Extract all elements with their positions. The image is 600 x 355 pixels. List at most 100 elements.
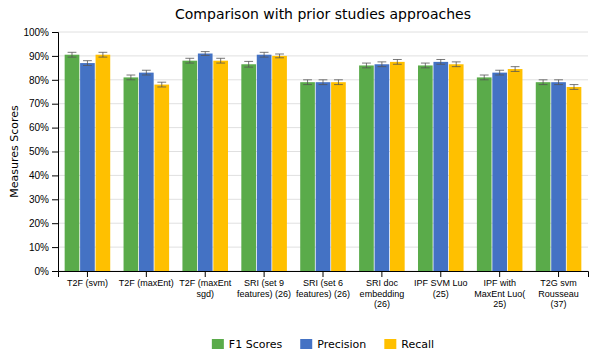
error-bar xyxy=(98,52,107,57)
x-tick-mark xyxy=(205,271,206,277)
bar xyxy=(96,55,111,271)
x-tick: SRI docembedding(26) xyxy=(360,271,405,309)
x-tick-label-line: SRI (set 9 xyxy=(244,278,284,288)
y-tick-mark xyxy=(52,152,58,153)
x-tick-label-line: sgd) xyxy=(196,289,214,299)
error-bar xyxy=(393,59,402,64)
y-tick-label: 70% xyxy=(29,98,49,109)
error-bar xyxy=(495,70,504,75)
y-tick: 100% xyxy=(23,27,58,38)
x-tick: SRI (set 9features) (26) xyxy=(237,271,291,299)
bar xyxy=(418,65,433,271)
error-bar xyxy=(452,62,461,67)
x-tick-mark xyxy=(87,271,88,277)
error-bar xyxy=(201,52,210,56)
legend-label: Recall xyxy=(401,338,434,351)
y-tick: 90% xyxy=(29,51,58,62)
error-bar xyxy=(126,75,135,80)
error-bar xyxy=(275,54,284,58)
x-tick: T2F (maxEntsgd) xyxy=(179,271,232,299)
x-tick-label-line: Rousseau xyxy=(538,289,579,299)
y-tick: 10% xyxy=(29,242,58,253)
error-bar xyxy=(377,62,386,67)
bar xyxy=(536,82,551,271)
marks xyxy=(65,52,582,271)
y-axis: 0%10%20%30%40%50%60%70%80%90%100% xyxy=(23,27,58,277)
y-tick-label: 10% xyxy=(29,242,49,253)
y-axis-line xyxy=(52,33,59,272)
x-tick-label-line: embedding xyxy=(360,289,405,299)
error-bar xyxy=(142,70,151,75)
x-tick: IPF SVM Luo(25) xyxy=(414,271,468,299)
y-tick-mark xyxy=(52,104,58,105)
bar xyxy=(477,77,492,271)
x-axis-line xyxy=(59,272,589,278)
y-tick-label: 20% xyxy=(29,218,49,229)
x-tick-label: T2F (svm) xyxy=(67,278,108,288)
legend-item: Precision xyxy=(300,338,366,351)
y-tick-mark xyxy=(52,32,58,33)
error-bar xyxy=(83,61,92,66)
x-tick-mark xyxy=(381,271,382,277)
error-bar xyxy=(554,80,563,85)
x-tick-mark xyxy=(323,271,324,277)
series xyxy=(80,52,566,271)
x-tick-label-line: features) (26) xyxy=(237,289,291,299)
legend: F1 Scores Precision Recall xyxy=(212,338,434,351)
y-tick-label: 50% xyxy=(29,146,49,157)
x-tick-mark xyxy=(440,271,441,277)
bar xyxy=(300,82,315,271)
y-tick-mark xyxy=(52,128,58,129)
x-tick-label-line: (25) xyxy=(433,289,449,299)
x-tick-mark xyxy=(499,271,500,277)
y-tick-mark xyxy=(52,175,58,176)
y-tick-label: 30% xyxy=(29,194,49,205)
error-bar xyxy=(539,80,548,85)
y-tick-mark xyxy=(52,80,58,81)
chart: 0%10%20%30%40%50%60%70%80%90%100%T2F (sv… xyxy=(0,0,600,355)
x-tick-label-line: MaxEnt Luo( xyxy=(474,289,525,299)
x-tick: SRI (set 6features) (26) xyxy=(296,271,350,299)
grid-line xyxy=(58,32,588,33)
legend-item: F1 Scores xyxy=(212,338,283,351)
x-axis: T2F (svm)T2F (maxEnt)T2F (maxEntsgd)SRI … xyxy=(59,271,589,309)
grid-line xyxy=(58,55,588,56)
bar xyxy=(390,62,405,271)
x-tick-label-line: T2F (maxEnt xyxy=(179,278,232,288)
y-tick: 50% xyxy=(29,146,58,157)
bar xyxy=(492,73,507,271)
x-tick-label: SRI docembedding(26) xyxy=(360,278,405,309)
y-tick-label: 100% xyxy=(23,27,49,38)
bar xyxy=(198,54,213,271)
bar xyxy=(65,55,80,271)
y-tick-label: 40% xyxy=(29,170,49,181)
legend-label: Precision xyxy=(317,338,366,351)
bar xyxy=(182,61,197,271)
legend-item: Recall xyxy=(384,338,434,351)
x-tick-label-line: IPF SVM Luo xyxy=(414,278,468,288)
grid xyxy=(58,32,588,271)
y-tick: 40% xyxy=(29,170,58,181)
y-tick: 30% xyxy=(29,194,58,205)
y-tick: 70% xyxy=(29,98,58,109)
series xyxy=(96,52,582,271)
x-tick-label: T2F (maxEntsgd) xyxy=(179,278,232,298)
y-tick-mark xyxy=(52,223,58,224)
x-tick-label-line: T2G svm xyxy=(540,278,577,288)
bar xyxy=(124,77,139,271)
error-bar xyxy=(362,63,371,68)
x-tick: T2F (maxEnt) xyxy=(119,271,174,288)
legend-swatch xyxy=(384,339,396,349)
plot: 0%10%20%30%40%50%60%70%80%90%100%T2F (sv… xyxy=(23,27,588,309)
y-tick-label: 60% xyxy=(29,122,49,133)
x-tick-mark xyxy=(146,271,147,277)
error-bar xyxy=(244,61,253,67)
legend-swatch xyxy=(300,339,312,349)
legend-label: F1 Scores xyxy=(229,338,283,351)
bar xyxy=(433,62,448,271)
bar xyxy=(359,65,374,271)
error-bar xyxy=(480,75,489,80)
x-tick-label-line: SRI doc xyxy=(366,278,399,288)
x-tick-label-line: IPF with xyxy=(483,278,516,288)
x-tick: T2G svmRousseau(37) xyxy=(538,271,579,309)
